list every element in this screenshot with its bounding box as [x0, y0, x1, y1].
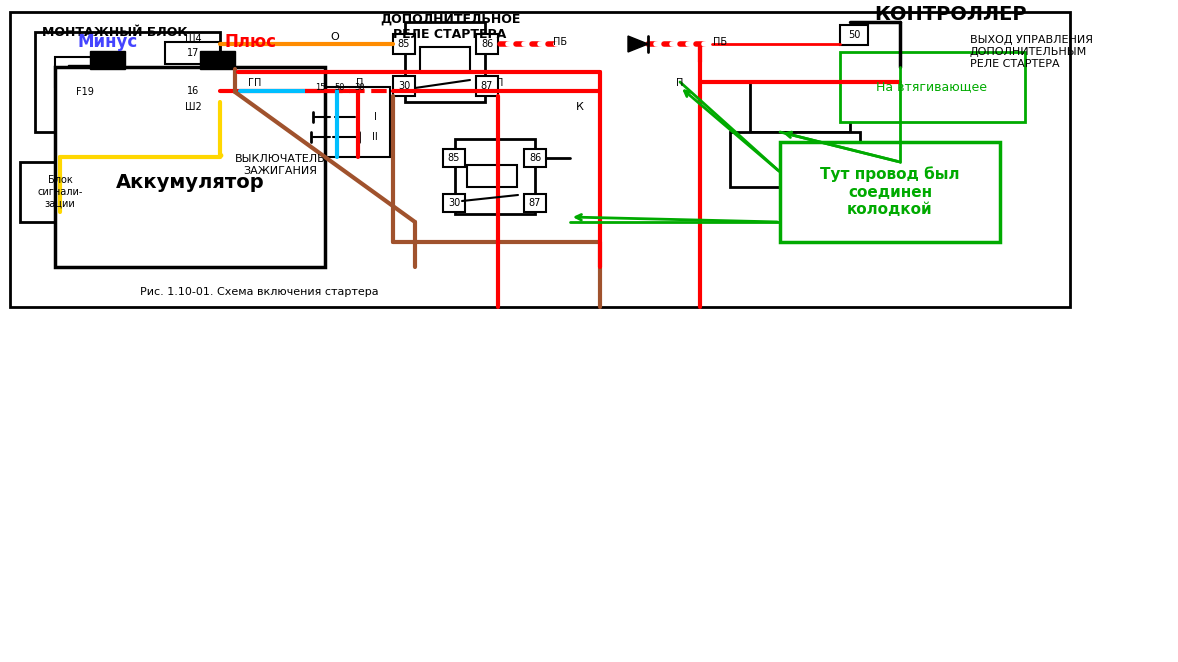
Text: 87: 87 — [481, 81, 494, 91]
Text: F19: F19 — [77, 87, 94, 97]
Text: ПБ: ПБ — [713, 37, 727, 47]
Text: Блок
сигнали-
зации: Блок сигнали- зации — [38, 175, 82, 209]
Bar — [68, 65, 102, 80]
Text: ПБ: ПБ — [552, 37, 567, 47]
Bar — [524, 194, 545, 212]
Text: МОНТАЖНЫЙ БЛОК: МОНТАЖНЫЙ БЛОК — [42, 26, 187, 38]
Text: 86: 86 — [481, 39, 494, 49]
Bar — [443, 194, 465, 212]
Bar — [393, 34, 415, 54]
Bar — [421, 47, 470, 72]
Bar — [840, 52, 1025, 122]
Text: КОНТРОЛЛЕР: КОНТРОЛЛЕР — [874, 5, 1026, 23]
Text: К: К — [576, 102, 584, 112]
Text: I: I — [373, 112, 377, 122]
Bar — [730, 132, 860, 187]
Text: Рис. 1.10-01. Схема включения стартера: Рис. 1.10-01. Схема включения стартера — [140, 287, 378, 297]
Text: 30: 30 — [398, 81, 410, 91]
Bar — [165, 42, 220, 64]
Text: Плюс: Плюс — [224, 33, 276, 51]
Text: 30: 30 — [448, 198, 461, 208]
Bar — [200, 51, 234, 69]
Bar — [305, 87, 390, 157]
Text: Ш2: Ш2 — [185, 102, 201, 112]
Text: Минус: Минус — [78, 33, 138, 51]
Text: П: П — [496, 78, 504, 88]
Text: 30: 30 — [355, 83, 365, 91]
Bar — [90, 51, 125, 69]
Text: 85: 85 — [448, 153, 461, 163]
Bar — [165, 80, 220, 102]
Bar — [9, 12, 1070, 307]
Text: ВЫКЛЮЧАТЕЛЬ
ЗАЖИГАНИЯ: ВЫКЛЮЧАТЕЛЬ ЗАЖИГАНИЯ — [234, 154, 325, 176]
Text: 16: 16 — [187, 86, 199, 96]
Bar — [750, 82, 851, 132]
Text: 50: 50 — [335, 83, 345, 91]
Text: 17: 17 — [187, 48, 199, 58]
Text: ДОПОЛНИТЕЛЬНОЕ
РЕЛЕ СТАРТЕРА: ДОПОЛНИТЕЛЬНОЕ РЕЛЕ СТАРТЕРА — [379, 13, 521, 41]
Bar — [20, 162, 100, 222]
Bar — [524, 149, 545, 167]
Polygon shape — [628, 36, 648, 52]
Bar — [405, 22, 485, 102]
Text: ВЫХОД УПРАВЛЕНИЯ
ДОПОЛНИТЕЛЬНЫМ
РЕЛЕ СТАРТЕРА: ВЫХОД УПРАВЛЕНИЯ ДОПОЛНИТЕЛЬНЫМ РЕЛЕ СТА… — [969, 35, 1093, 69]
Bar — [476, 76, 498, 96]
Text: Аккумулятор: Аккумулятор — [115, 173, 264, 191]
Bar — [476, 34, 498, 54]
Bar — [840, 25, 868, 45]
Text: П: П — [676, 78, 683, 88]
Bar — [466, 165, 517, 187]
Text: ГП: ГП — [249, 78, 262, 88]
Bar — [35, 32, 220, 132]
Text: 15: 15 — [315, 83, 325, 91]
Text: •: • — [216, 148, 225, 166]
Text: 87: 87 — [529, 198, 541, 208]
Text: Тут провод был
соединен
колодкой: Тут провод был соединен колодкой — [820, 167, 960, 217]
Bar — [443, 149, 465, 167]
Bar — [455, 139, 535, 214]
Text: 86: 86 — [529, 153, 541, 163]
Text: 85: 85 — [398, 39, 410, 49]
Text: П: П — [356, 78, 364, 88]
Bar — [55, 67, 325, 267]
Text: II: II — [372, 132, 378, 142]
Bar — [780, 142, 1000, 242]
Text: 50: 50 — [848, 30, 860, 40]
Bar — [55, 57, 115, 87]
Bar — [393, 76, 415, 96]
Text: Ш4: Ш4 — [185, 34, 201, 44]
Text: На втягивающее: На втягивающее — [876, 81, 987, 93]
Text: О: О — [331, 32, 339, 42]
